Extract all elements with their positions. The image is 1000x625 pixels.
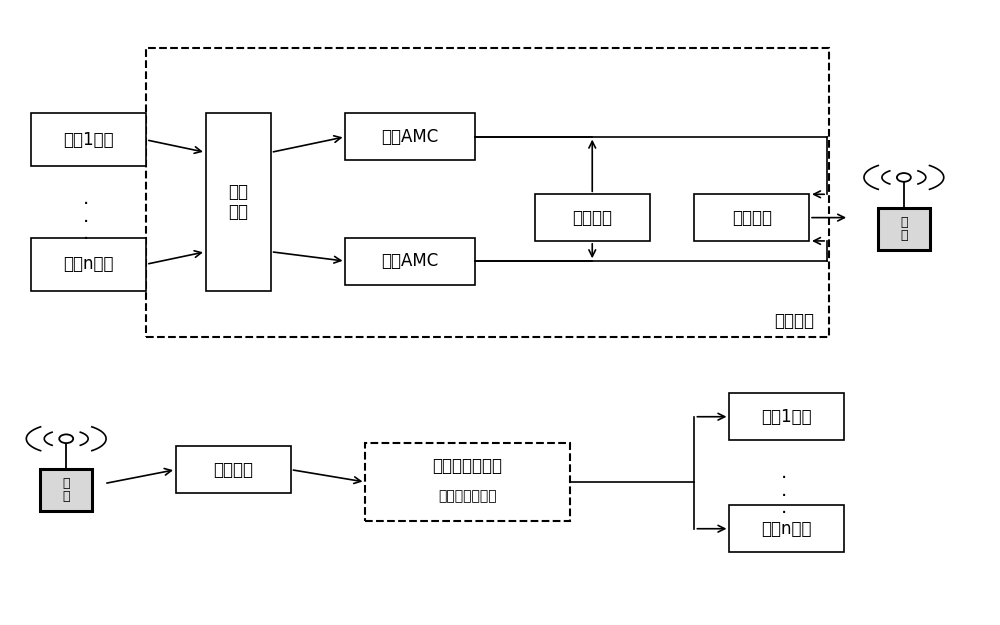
FancyBboxPatch shape [40, 469, 92, 511]
Text: 调制AMC: 调制AMC [382, 252, 439, 270]
Text: 调制AMC: 调制AMC [382, 127, 439, 146]
Text: ·
·
·: · · · [83, 195, 89, 249]
FancyBboxPatch shape [31, 113, 146, 166]
Text: 用户n信号: 用户n信号 [63, 255, 114, 273]
FancyBboxPatch shape [31, 238, 146, 291]
Text: 用户n信号: 用户n信号 [761, 520, 812, 538]
Text: 接
收: 接 收 [62, 477, 70, 503]
Text: 信道
编码: 信道 编码 [228, 182, 248, 221]
FancyBboxPatch shape [694, 194, 809, 241]
FancyBboxPatch shape [729, 506, 844, 552]
FancyBboxPatch shape [878, 208, 930, 250]
Text: 干扰消除接收机: 干扰消除接收机 [433, 458, 503, 476]
FancyBboxPatch shape [345, 113, 475, 160]
FancyBboxPatch shape [365, 443, 570, 521]
FancyBboxPatch shape [146, 48, 829, 338]
Text: 功率分配: 功率分配 [572, 209, 612, 227]
Text: ·
·
·: · · · [781, 469, 787, 523]
Ellipse shape [59, 434, 73, 443]
FancyBboxPatch shape [345, 238, 475, 284]
Ellipse shape [897, 173, 911, 182]
Text: 用户1信号: 用户1信号 [761, 408, 812, 426]
FancyBboxPatch shape [206, 113, 271, 291]
Text: 接收信号: 接收信号 [213, 461, 253, 479]
FancyBboxPatch shape [729, 393, 844, 440]
Text: 发
送: 发 送 [900, 216, 908, 242]
FancyBboxPatch shape [176, 446, 291, 493]
Text: 信号解调、译码: 信号解调、译码 [438, 489, 497, 502]
FancyBboxPatch shape [535, 194, 650, 241]
Text: 叠加编码: 叠加编码 [774, 312, 814, 330]
Text: 叠加信号: 叠加信号 [732, 209, 772, 227]
Text: 用户1信号: 用户1信号 [63, 131, 114, 149]
